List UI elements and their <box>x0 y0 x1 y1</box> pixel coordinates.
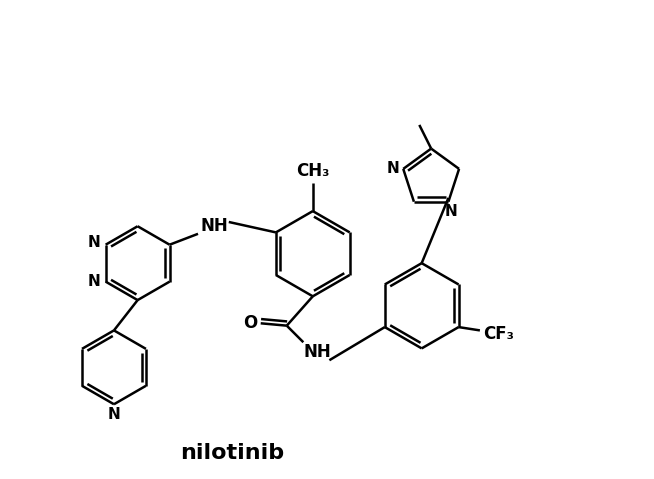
Text: N: N <box>88 235 100 250</box>
Text: nilotinib: nilotinib <box>181 443 284 463</box>
Text: CH₃: CH₃ <box>296 162 330 180</box>
Text: N: N <box>445 204 457 219</box>
Text: N: N <box>107 407 120 422</box>
Text: O: O <box>243 314 258 332</box>
Text: N: N <box>387 161 399 176</box>
Text: N: N <box>88 274 100 289</box>
Text: CF₃: CF₃ <box>483 325 514 343</box>
Text: NH: NH <box>303 342 332 361</box>
Text: NH: NH <box>201 217 228 235</box>
